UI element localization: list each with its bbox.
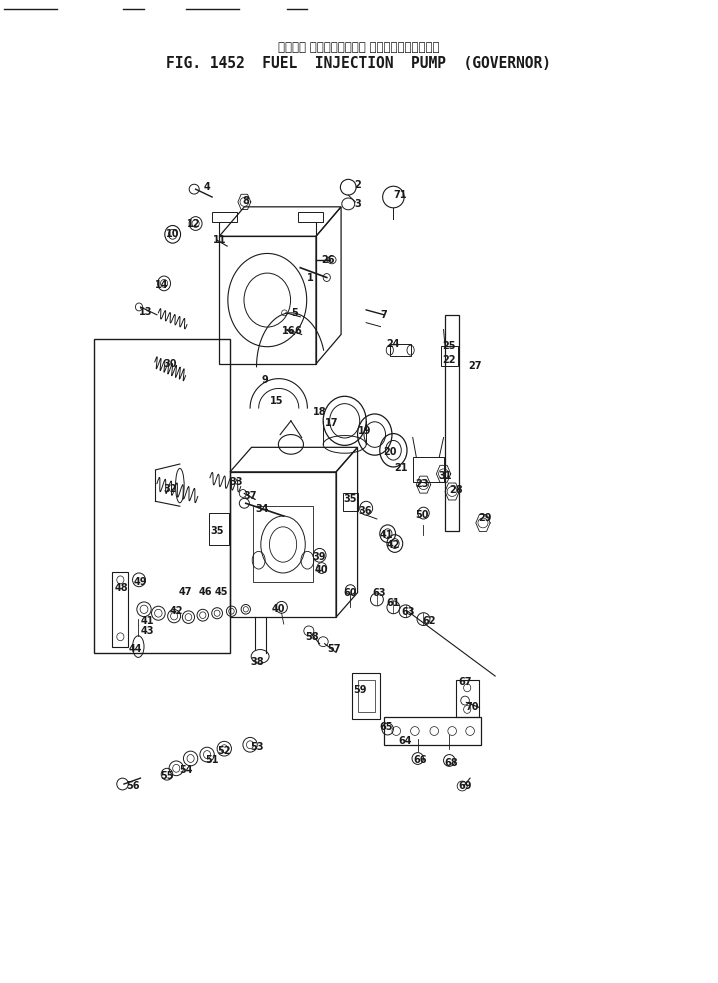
Text: 21: 21 — [393, 463, 407, 473]
Text: 12: 12 — [187, 218, 201, 228]
Text: 3: 3 — [354, 199, 361, 209]
Text: 58: 58 — [306, 632, 320, 642]
Text: 69: 69 — [458, 781, 472, 791]
Text: 26: 26 — [322, 255, 335, 264]
Text: 27: 27 — [468, 361, 482, 371]
Text: 50: 50 — [415, 510, 429, 520]
Text: 8: 8 — [243, 196, 249, 206]
Text: 1: 1 — [307, 272, 314, 282]
Text: 25: 25 — [442, 341, 456, 351]
Text: 9: 9 — [261, 375, 268, 384]
Text: 40: 40 — [315, 565, 329, 575]
Text: 42: 42 — [387, 540, 400, 549]
Text: 57: 57 — [327, 644, 340, 654]
Text: 18: 18 — [313, 407, 327, 417]
Text: 43: 43 — [141, 626, 154, 636]
Text: 35: 35 — [210, 526, 224, 536]
Text: 61: 61 — [387, 599, 400, 608]
Text: 14: 14 — [155, 280, 169, 290]
Text: 5: 5 — [291, 308, 298, 318]
Text: 42: 42 — [169, 607, 183, 616]
Text: 48: 48 — [114, 583, 128, 593]
Text: 16: 16 — [282, 325, 296, 335]
Text: 49: 49 — [134, 577, 147, 587]
Text: 17: 17 — [325, 418, 338, 428]
Text: 54: 54 — [179, 766, 192, 776]
Text: 45: 45 — [215, 587, 228, 597]
Text: 63: 63 — [401, 607, 414, 617]
Text: 6: 6 — [294, 325, 302, 335]
Text: 66: 66 — [413, 756, 426, 766]
Text: 70: 70 — [465, 703, 479, 713]
Text: 40: 40 — [272, 605, 286, 614]
Text: 20: 20 — [383, 447, 396, 457]
Text: 62: 62 — [422, 616, 436, 626]
Text: 64: 64 — [398, 736, 412, 746]
Text: 63: 63 — [373, 588, 386, 598]
Text: 19: 19 — [358, 426, 371, 435]
Text: 41: 41 — [380, 530, 393, 540]
Text: 30: 30 — [163, 359, 177, 369]
Text: 15: 15 — [270, 396, 284, 406]
Text: FIG. 1452  FUEL  INJECTION  PUMP  (GOVERNOR): FIG. 1452 FUEL INJECTION PUMP (GOVERNOR) — [167, 56, 551, 71]
Text: 67: 67 — [458, 677, 472, 687]
Text: 44: 44 — [129, 644, 142, 654]
Text: 56: 56 — [126, 781, 140, 791]
Text: 47: 47 — [179, 587, 192, 597]
Text: 2: 2 — [354, 180, 361, 191]
Text: 7: 7 — [381, 310, 388, 319]
Text: 13: 13 — [139, 307, 152, 317]
Text: 51: 51 — [205, 756, 219, 766]
Text: 65: 65 — [380, 723, 393, 732]
Text: 68: 68 — [444, 759, 457, 769]
Text: 34: 34 — [256, 504, 269, 514]
Text: 24: 24 — [387, 339, 400, 349]
Text: 41: 41 — [141, 616, 154, 626]
Text: 31: 31 — [438, 471, 452, 481]
Text: 33: 33 — [229, 477, 243, 487]
Text: 10: 10 — [166, 229, 180, 239]
Text: 46: 46 — [198, 587, 212, 597]
Text: 59: 59 — [354, 685, 367, 695]
Text: 22: 22 — [442, 355, 456, 365]
Text: 11: 11 — [213, 235, 226, 245]
Text: 71: 71 — [393, 190, 407, 201]
Text: 35: 35 — [344, 494, 357, 504]
Text: 52: 52 — [218, 746, 231, 756]
Text: 37: 37 — [243, 492, 257, 501]
Text: 38: 38 — [251, 658, 264, 667]
Text: フェエル インジェクション ポンプ　　ガ　バ　ナ: フェエル インジェクション ポンプ ガ バ ナ — [279, 41, 439, 54]
Text: 28: 28 — [449, 485, 462, 494]
Text: 53: 53 — [251, 742, 264, 752]
Text: 32: 32 — [163, 484, 177, 493]
Text: 55: 55 — [160, 772, 174, 781]
Text: 39: 39 — [313, 552, 327, 562]
Text: 36: 36 — [358, 506, 371, 516]
Text: 60: 60 — [344, 588, 357, 598]
Text: 4: 4 — [204, 182, 210, 193]
Text: 29: 29 — [478, 513, 492, 523]
Text: 23: 23 — [415, 479, 429, 489]
